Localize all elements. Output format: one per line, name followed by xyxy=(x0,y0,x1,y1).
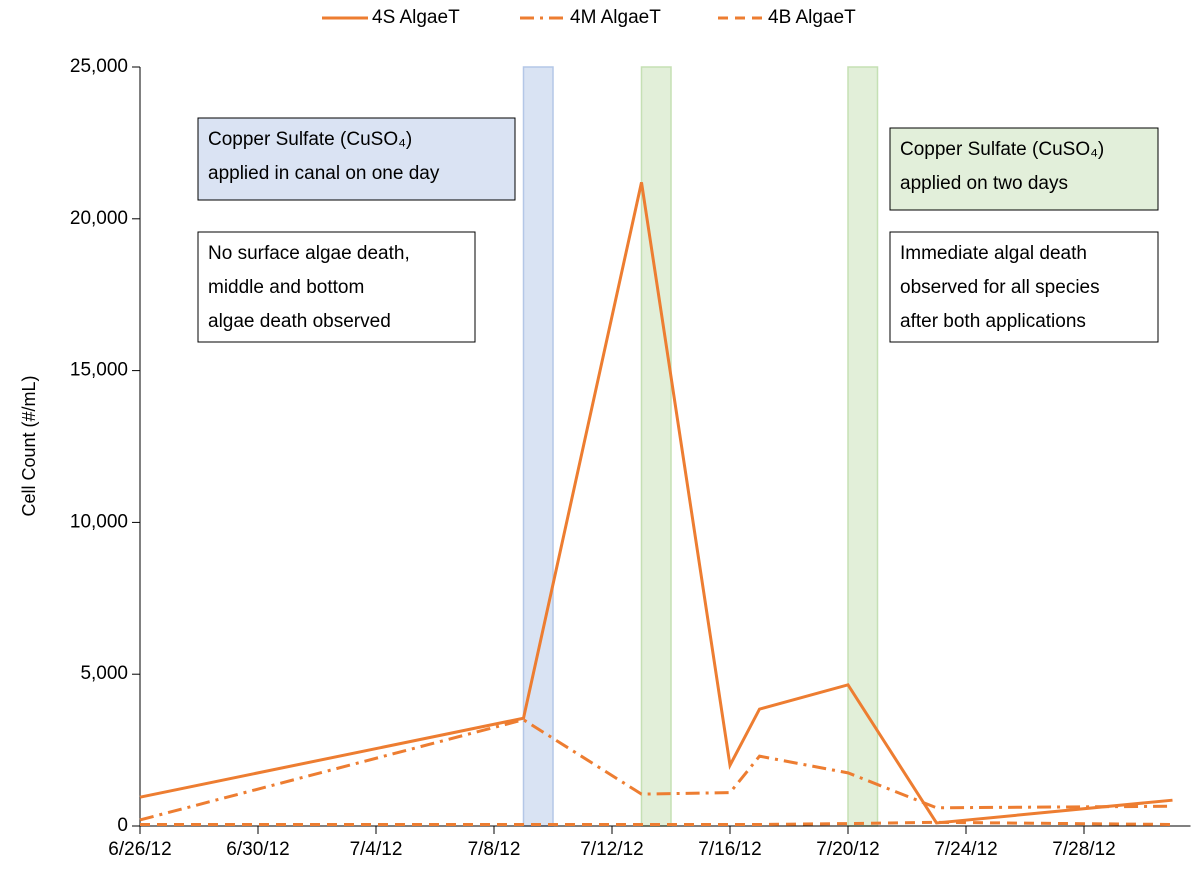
series-line xyxy=(140,820,1173,826)
annotation-text: Copper Sulfate (CuSO₄) xyxy=(900,139,1104,160)
x-tick-label: 7/20/12 xyxy=(816,839,879,860)
legend-label: 4M AlgaeT xyxy=(570,7,661,28)
annotation-text: after both applications xyxy=(900,311,1086,332)
annotation-text: observed for all species xyxy=(900,277,1100,298)
annotation-text: algae death observed xyxy=(208,311,391,332)
annotation-text: Copper Sulfate (CuSO₄) xyxy=(208,129,412,150)
annotation-text: No surface algae death, xyxy=(208,243,410,264)
x-tick-label: 6/30/12 xyxy=(226,839,289,860)
annotation-box xyxy=(197,117,516,201)
legend-label: 4B AlgaeT xyxy=(768,7,856,28)
x-tick-label: 7/24/12 xyxy=(934,839,997,860)
highlight-band xyxy=(847,66,879,827)
y-tick-label: 5,000 xyxy=(80,663,128,684)
x-tick-label: 7/4/12 xyxy=(350,839,403,860)
annotation-box xyxy=(889,127,1159,211)
series-line xyxy=(139,182,1173,825)
annotation-text: Immediate algal death xyxy=(900,243,1087,264)
annotation-text: applied on two days xyxy=(900,173,1068,194)
x-tick-label: 7/28/12 xyxy=(1052,839,1115,860)
y-tick-label: 25,000 xyxy=(70,56,128,77)
series-line xyxy=(139,718,1173,822)
x-tick-label: 7/12/12 xyxy=(580,839,643,860)
annotation-box xyxy=(889,231,1159,343)
x-tick-label: 6/26/12 xyxy=(108,839,171,860)
annotation-box xyxy=(197,231,476,343)
annotation-text: applied in canal on one day xyxy=(208,163,440,184)
y-tick-label: 15,000 xyxy=(70,360,128,381)
y-tick-label: 20,000 xyxy=(70,208,128,229)
annotation-text: middle and bottom xyxy=(208,277,364,298)
highlight-band xyxy=(522,66,554,827)
x-tick-label: 7/8/12 xyxy=(468,839,521,860)
legend-label: 4S AlgaeT xyxy=(372,7,460,28)
y-axis-label: Cell Count (#/mL) xyxy=(19,375,39,516)
y-tick-label: 10,000 xyxy=(70,511,128,532)
y-tick-label: 0 xyxy=(117,815,128,836)
x-tick-label: 7/16/12 xyxy=(698,839,761,860)
highlight-band xyxy=(640,66,672,827)
